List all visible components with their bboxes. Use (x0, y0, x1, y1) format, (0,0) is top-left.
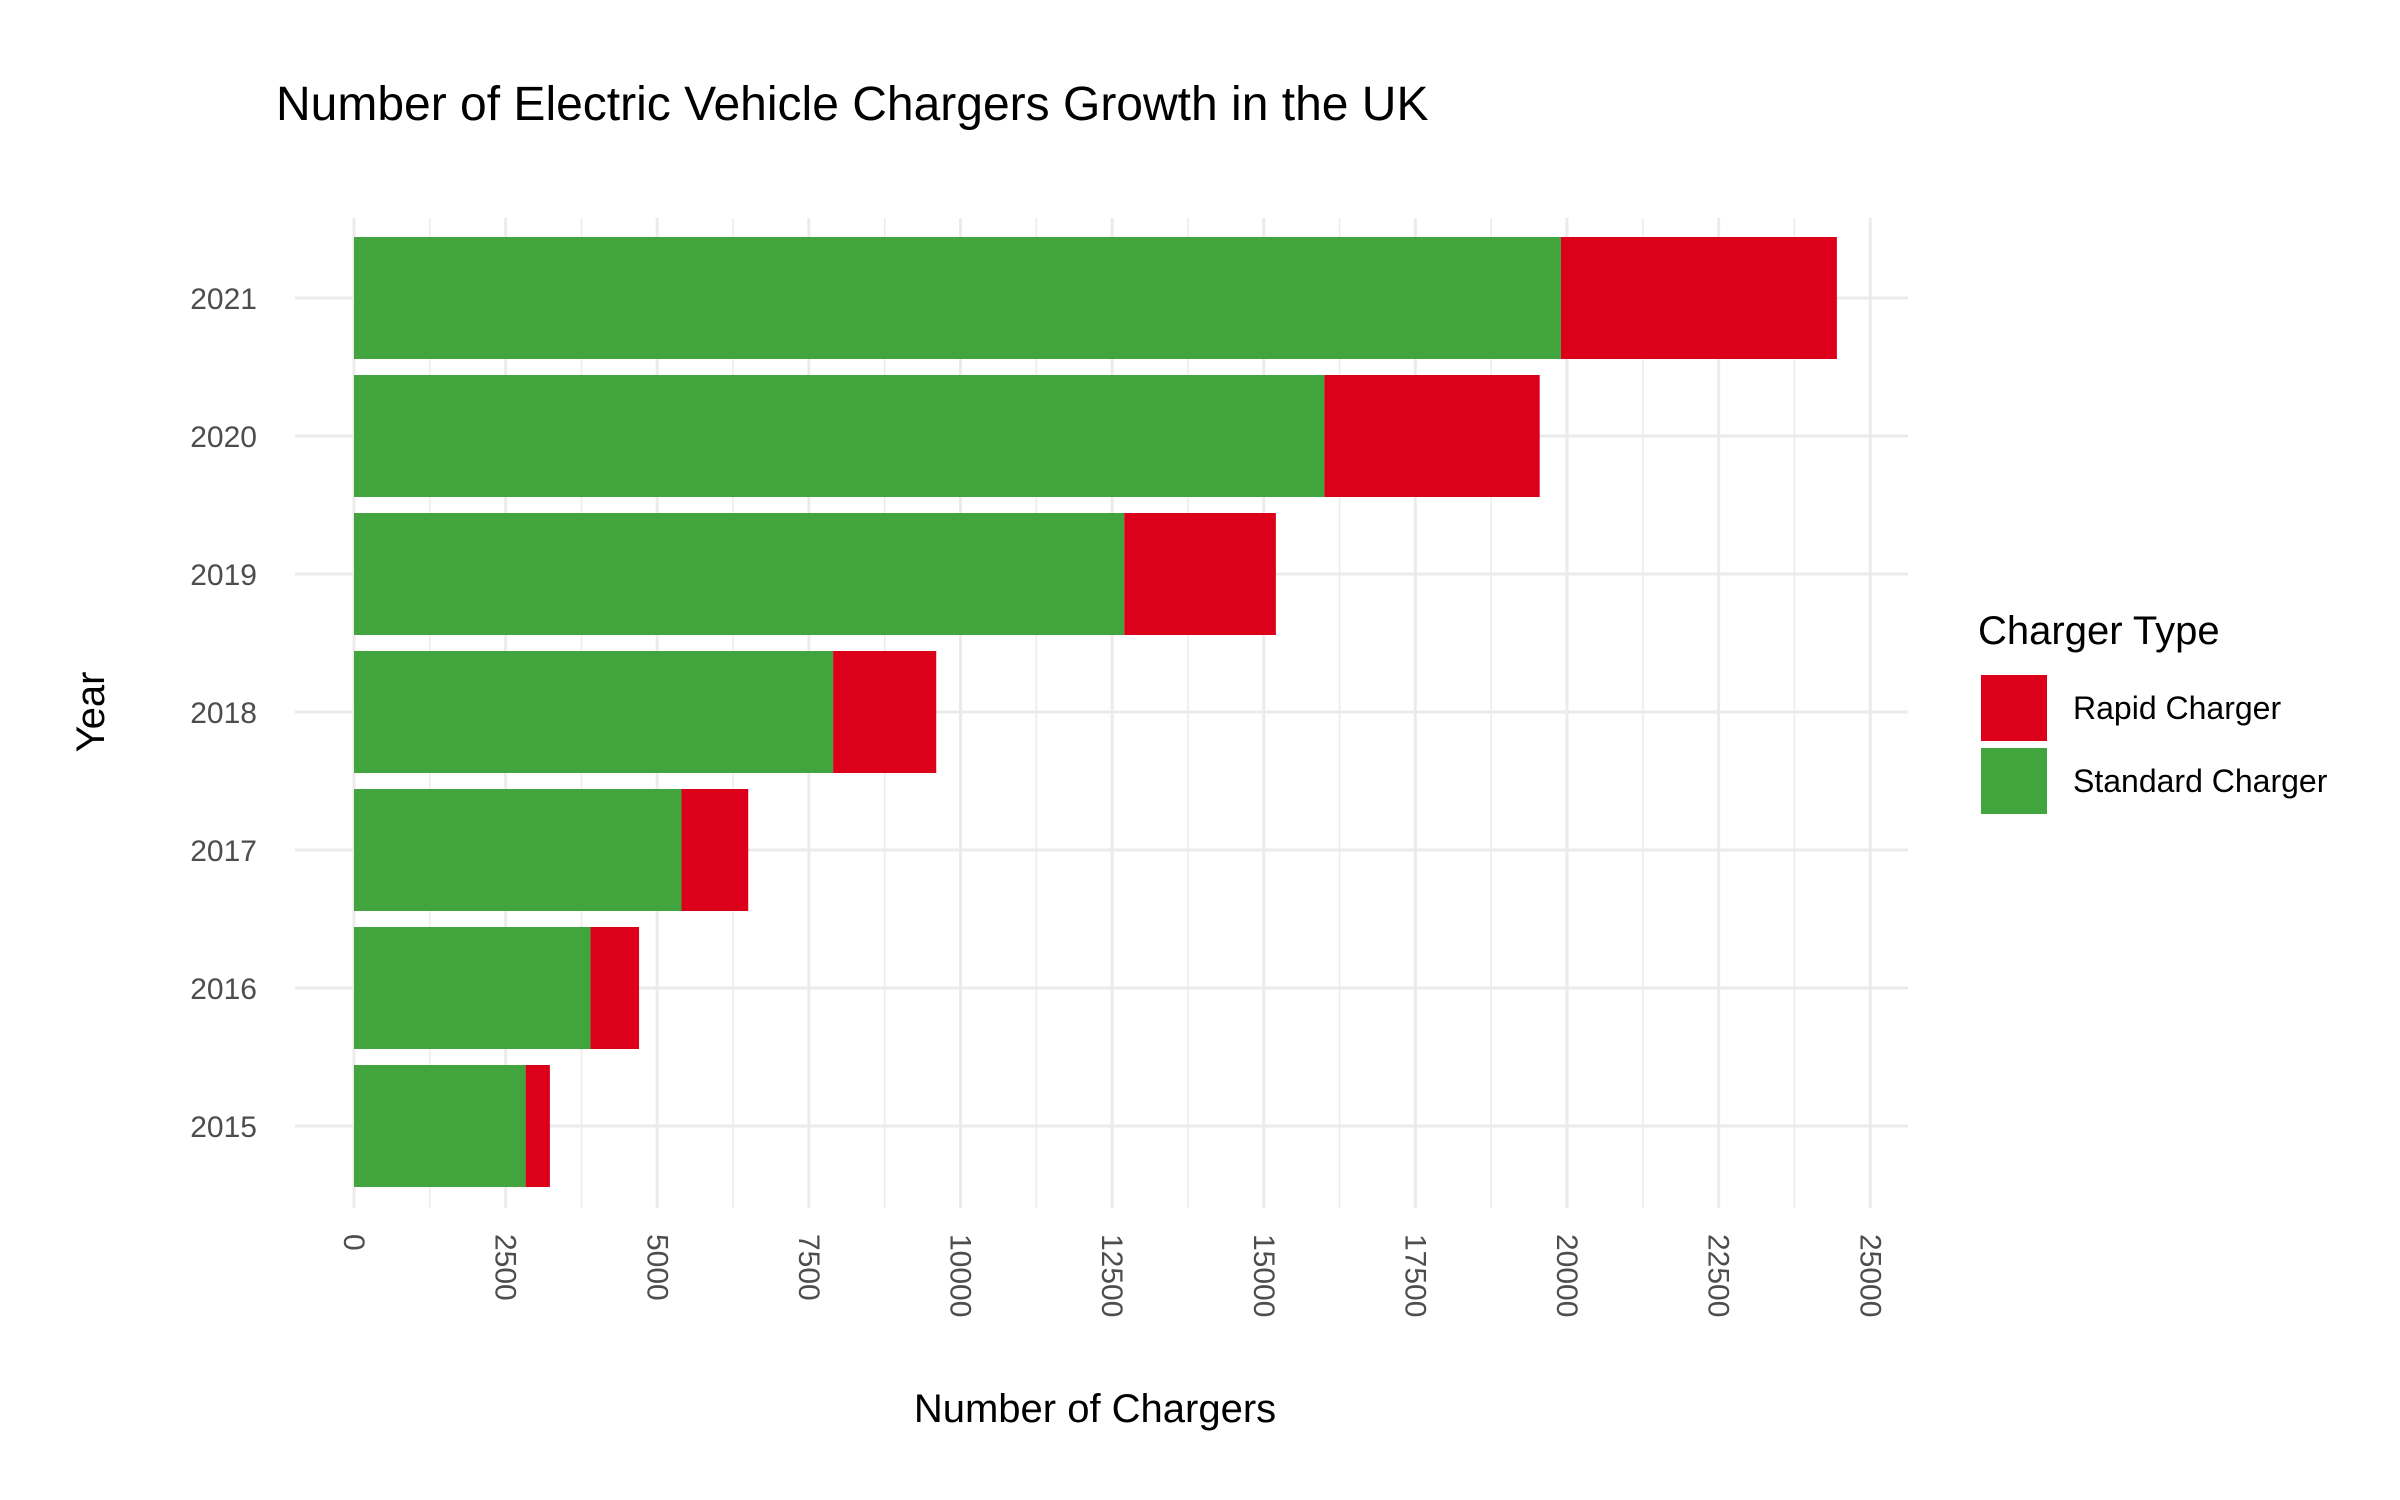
bar-rapid-2021 (1560, 237, 1837, 359)
x-tick-label: 17500 (1398, 1234, 1431, 1317)
bar-standard-2020 (354, 375, 1325, 497)
y-tick-label: 2018 (190, 697, 257, 730)
legend-key-rapid-charger (1981, 675, 2047, 741)
bar-standard-2015 (354, 1065, 526, 1187)
x-tick-label: 5000 (640, 1234, 673, 1301)
bar-standard-2021 (354, 237, 1561, 359)
chart-title: Number of Electric Vehicle Chargers Grow… (276, 78, 1428, 131)
x-tick-label: 22500 (1702, 1234, 1735, 1317)
bar-rapid-2016 (590, 927, 640, 1049)
bar-rapid-2017 (681, 789, 749, 911)
legend-label: Rapid Charger (2073, 690, 2281, 726)
y-tick-labels: 2015 2016 2017 2018 2019 2020 2021 (190, 283, 257, 1144)
x-tick-label: 10000 (944, 1234, 977, 1317)
legend-label: Standard Charger (2073, 763, 2328, 799)
bar-standard-2018 (354, 651, 834, 773)
bar-rapid-2018 (833, 651, 937, 773)
x-tick-label: 25000 (1853, 1234, 1886, 1317)
x-tick-label: 2500 (489, 1234, 522, 1301)
bar-rapid-2015 (525, 1065, 550, 1187)
y-tick-label: 2015 (190, 1111, 257, 1144)
bar-standard-2016 (354, 927, 591, 1049)
bar-standard-2017 (354, 789, 682, 911)
y-axis-title: Year (69, 672, 113, 753)
bar-rapid-2020 (1324, 375, 1540, 497)
bars (354, 237, 1837, 1187)
legend: Charger Type Rapid Charger Standard Charg… (1978, 609, 2328, 814)
bar-standard-2019 (354, 513, 1125, 635)
y-tick-label: 2017 (190, 835, 257, 868)
x-tick-label: 0 (337, 1234, 370, 1251)
x-tick-label: 7500 (792, 1234, 825, 1301)
x-tick-label: 12500 (1095, 1234, 1128, 1317)
x-tick-label: 15000 (1247, 1234, 1280, 1317)
x-axis-title: Number of Chargers (914, 1387, 1276, 1431)
y-tick-label: 2016 (190, 973, 257, 1006)
bar-rapid-2019 (1124, 513, 1276, 635)
y-tick-label: 2020 (190, 421, 257, 454)
y-tick-label: 2021 (190, 283, 257, 316)
legend-title: Charger Type (1978, 609, 2220, 653)
x-tick-labels: 0 2500 5000 7500 10000 12500 15000 17500 20000 22… (337, 1234, 1886, 1317)
legend-items: Rapid Charger Standard Charger (1981, 675, 2328, 814)
legend-key-standard-charger (1981, 748, 2047, 814)
x-tick-label: 20000 (1550, 1234, 1583, 1317)
y-tick-label: 2019 (190, 559, 257, 592)
